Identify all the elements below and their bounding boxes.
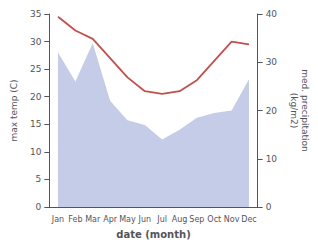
svg-text:May: May [119, 215, 136, 224]
svg-text:15: 15 [30, 119, 41, 129]
svg-text:Nov: Nov [224, 215, 240, 224]
svg-text:Mar: Mar [85, 215, 101, 224]
svg-text:40: 40 [266, 9, 278, 19]
svg-text:20: 20 [266, 106, 278, 116]
svg-text:Dec: Dec [241, 215, 256, 224]
svg-text:20: 20 [30, 92, 42, 102]
svg-text:Sep: Sep [189, 215, 204, 224]
svg-text:Oct: Oct [207, 215, 221, 224]
svg-text:Jan: Jan [51, 215, 64, 224]
svg-text:30: 30 [266, 57, 278, 67]
svg-text:0: 0 [36, 202, 42, 212]
svg-text:10: 10 [266, 154, 278, 164]
svg-text:med. precipitation: med. precipitation [300, 69, 310, 151]
svg-text:30: 30 [30, 37, 42, 47]
svg-text:Apr: Apr [103, 215, 118, 224]
svg-text:10: 10 [30, 147, 42, 157]
svg-text:max temp (C): max temp (C) [9, 79, 19, 141]
svg-text:Feb: Feb [68, 215, 82, 224]
svg-text:Jun: Jun [138, 215, 152, 224]
svg-text:(kg/m2): (kg/m2) [289, 93, 299, 128]
svg-text:Aug: Aug [172, 215, 188, 224]
svg-text:Jul: Jul [156, 215, 167, 224]
svg-text:25: 25 [30, 64, 41, 74]
svg-text:5: 5 [36, 174, 42, 184]
svg-text:date (month): date (month) [116, 229, 190, 240]
svg-text:35: 35 [30, 9, 41, 19]
svg-text:0: 0 [266, 202, 272, 212]
